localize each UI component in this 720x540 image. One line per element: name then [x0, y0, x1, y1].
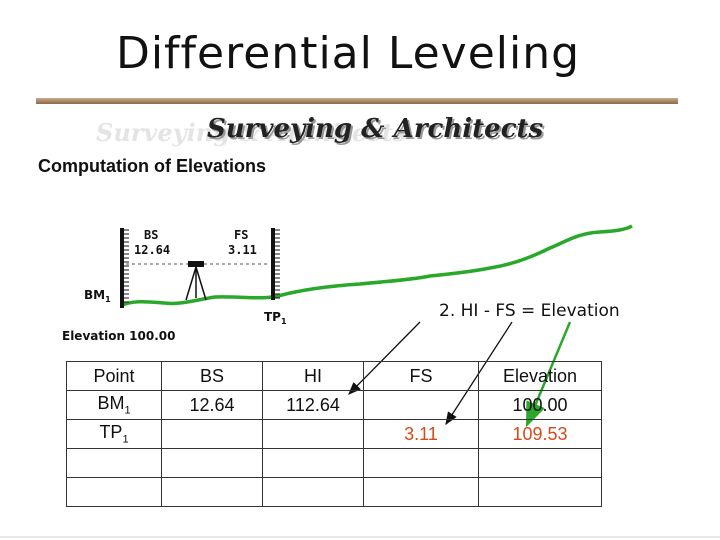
cell-fs [363, 448, 479, 478]
column-header-hi: HI [262, 361, 364, 391]
cell-elevation [478, 477, 602, 507]
formula-text: 2. HI - FS = Elevation [439, 301, 620, 321]
cell-hi [262, 419, 364, 449]
fs-value: 3.11 [228, 243, 257, 257]
bs-label: BS [144, 228, 158, 242]
cell-point: TP1 [66, 419, 162, 449]
bm1-label: BM1 [84, 288, 111, 304]
cell-point [66, 448, 162, 478]
table-row: TP1 3.11 109.53 [66, 419, 602, 449]
column-header-elevation: Elevation [478, 361, 602, 391]
cell-fs [363, 477, 479, 507]
cell-elevation: 109.53 [478, 419, 602, 449]
section-subtitle: Computation of Elevations [38, 156, 267, 176]
level-instrument-icon [185, 261, 207, 301]
leveling-table: Point BS HI FS Elevation BM1 12.64 112.6… [66, 361, 602, 507]
column-header-fs: FS [363, 361, 479, 391]
ground-profile-line [121, 224, 633, 307]
cell-bs [161, 419, 263, 449]
title-divider [36, 98, 678, 104]
watermark-text: Surveying & Architects [96, 118, 407, 147]
cell-bs [161, 477, 263, 507]
leveling-rod-bm1 [120, 228, 129, 308]
cell-elevation [478, 448, 602, 478]
elevation-label: Elevation 100.00 [62, 329, 176, 343]
cell-fs [363, 390, 479, 420]
cell-fs: 3.11 [363, 419, 479, 449]
cell-point: BM1 [66, 390, 162, 420]
column-header-point: Point [66, 361, 162, 391]
bottom-divider [0, 536, 720, 538]
cell-bs: 12.64 [161, 390, 263, 420]
table-row [66, 477, 602, 507]
fs-label: FS [234, 228, 248, 242]
page-title: Differential Leveling [115, 28, 581, 79]
cell-hi [262, 477, 364, 507]
cell-hi: 112.64 [262, 390, 364, 420]
cell-bs [161, 448, 263, 478]
cell-elevation: 100.00 [478, 390, 602, 420]
cell-hi [262, 448, 364, 478]
column-header-bs: BS [161, 361, 263, 391]
table-row: BM1 12.64 112.64 100.00 [66, 390, 602, 420]
tp1-label: TP1 [264, 310, 287, 326]
leveling-rod-tp1 [271, 228, 280, 300]
brand-logo-text: Surveying & Architects [207, 114, 544, 144]
cell-point [66, 477, 162, 507]
table-row [66, 448, 602, 478]
table-header-row: Point BS HI FS Elevation [66, 361, 602, 391]
bs-value: 12.64 [134, 243, 170, 257]
